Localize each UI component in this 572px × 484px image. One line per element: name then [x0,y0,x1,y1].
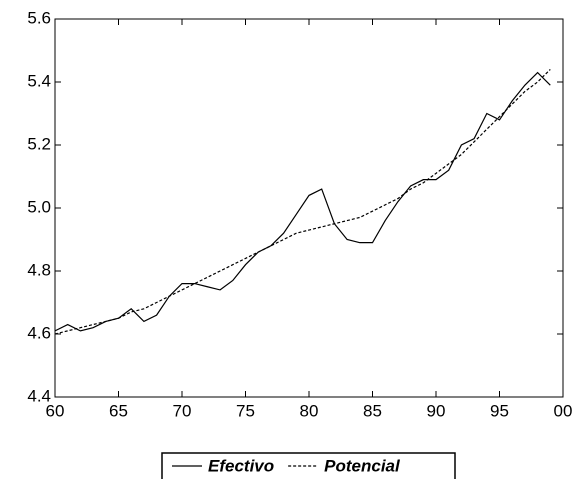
y-tick-label: 4.8 [27,260,51,279]
y-tick-label: 5.0 [27,197,51,216]
y-tick-label: 5.4 [27,71,51,90]
y-tick-label: 4.6 [27,323,51,342]
line-series [54,71,551,332]
x-tick-label: 75 [236,401,255,420]
x-tick-label: 95 [490,401,509,420]
legend-label: Potencial [324,456,401,475]
y-tick-label: 5.6 [27,8,51,27]
x-tick-label: 85 [363,401,382,420]
x-tick-label: 65 [109,401,128,420]
y-tick-label: 4.4 [27,386,51,405]
x-tick-label: 80 [300,401,319,420]
x-tick-label: 70 [173,401,192,420]
x-tick-label: 60 [46,401,65,420]
x-tick-label: 90 [427,401,446,420]
legend-label: Efectivo [208,456,274,475]
y-tick-label: 5.2 [27,134,51,153]
x-tick-label: 00 [554,401,572,420]
line-series [54,68,551,335]
